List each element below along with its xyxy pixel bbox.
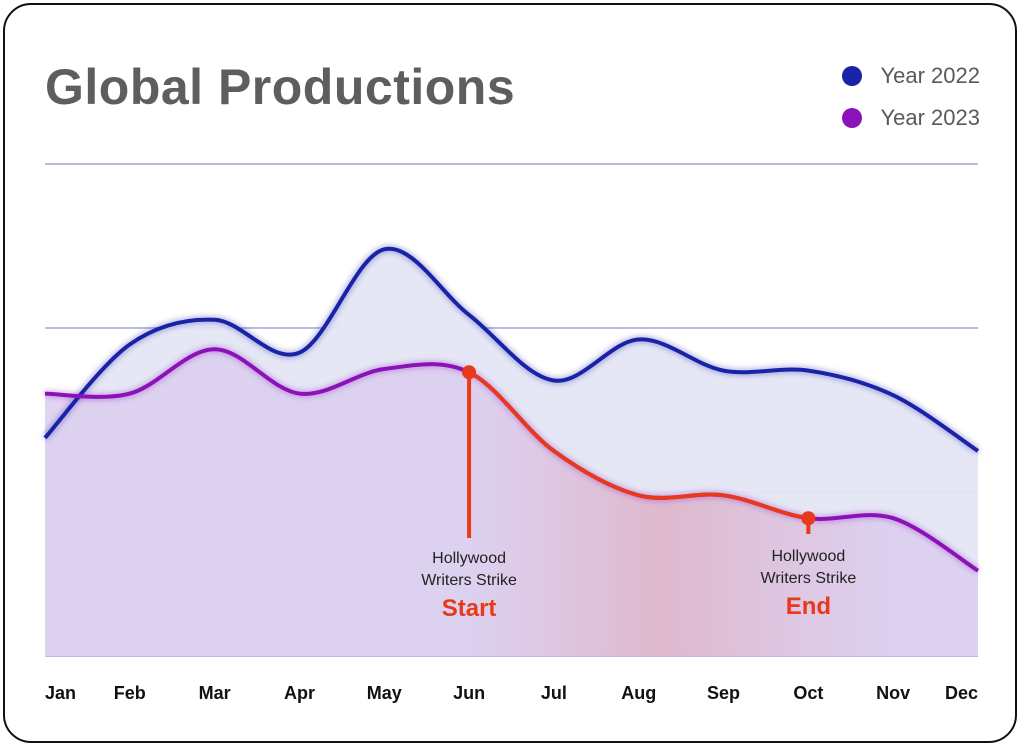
x-tick-label: Sep (707, 683, 740, 703)
annotation-marker-start (462, 365, 477, 380)
x-tick-label: Jul (541, 683, 567, 703)
annotation-line1-end: Hollywood (771, 548, 845, 565)
x-tick-label: Aug (621, 683, 656, 703)
x-tick-label: Nov (876, 683, 910, 703)
annotation-line2-start: Writers Strike (421, 572, 517, 589)
x-tick-label: Dec (945, 683, 978, 703)
x-axis-ticks: Jan Feb Mar Apr May Jun Jul Aug Sep Oct Nov Dec (45, 683, 978, 703)
annotation-line2-end: Writers Strike (761, 570, 857, 587)
strike-period-shading (469, 372, 894, 656)
annotation-marker-end (801, 511, 816, 526)
x-tick-label: Feb (114, 683, 146, 703)
x-tick-label: Jun (453, 683, 485, 703)
legend-item-2023: Year 2023 (842, 97, 980, 139)
annotation-label-start: Start (442, 595, 497, 622)
chart-title: Global Productions (45, 59, 516, 115)
x-tick-label: Oct (793, 683, 823, 703)
line-layer (43, 246, 980, 573)
annotation-label-end: End (786, 593, 831, 620)
annotation-layer: Hollywood Writers Strike Start Hollywood Wri… (421, 365, 856, 622)
legend-swatch-2023 (842, 108, 863, 128)
area-layer (45, 248, 978, 656)
x-tick-label: Jan (45, 683, 76, 703)
legend-item-2022: Year 2022 (842, 55, 980, 97)
annotation-line1-start: Hollywood (432, 550, 506, 567)
legend: Year 2022 Year 2023 (842, 55, 980, 139)
legend-label-2023: Year 2023 (880, 105, 980, 130)
legend-label-2022: Year 2022 (880, 63, 980, 88)
strike-highlight-line (467, 370, 811, 521)
x-tick-label: Mar (199, 683, 231, 703)
x-tick-label: Apr (284, 683, 315, 703)
line-year-2022 (43, 246, 980, 453)
legend-swatch-2022 (842, 66, 863, 86)
x-tick-label: May (367, 683, 402, 703)
